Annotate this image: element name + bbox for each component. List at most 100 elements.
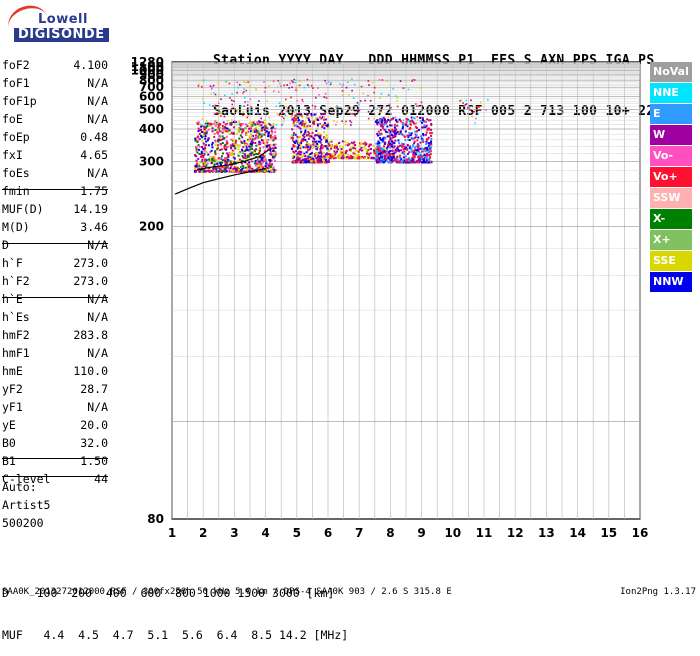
echo-point xyxy=(361,155,364,158)
echo-point xyxy=(237,86,239,89)
echo-point xyxy=(415,145,418,148)
echo-point xyxy=(260,124,263,127)
echo-point xyxy=(341,146,344,149)
echo-point xyxy=(198,165,201,168)
echo-point xyxy=(258,170,261,173)
echo-point xyxy=(245,89,248,92)
echo-point xyxy=(286,84,288,86)
echo-point xyxy=(315,134,318,137)
x-tick-label: 6 xyxy=(324,526,332,540)
echo-point xyxy=(381,148,384,151)
echo-point xyxy=(350,150,353,153)
echo-point xyxy=(401,127,404,130)
echo-point xyxy=(230,132,233,135)
echo-point xyxy=(265,162,268,165)
echo-point xyxy=(364,141,367,144)
echo-point xyxy=(387,141,390,144)
echo-point xyxy=(225,139,228,142)
echo-point xyxy=(242,110,245,113)
echo-point xyxy=(232,167,235,170)
echo-point xyxy=(314,145,317,148)
echo-point xyxy=(240,148,243,151)
echo-point xyxy=(325,82,328,85)
echo-point xyxy=(423,148,426,151)
echo-point xyxy=(240,162,243,165)
echo-point xyxy=(258,141,261,144)
echo-point xyxy=(216,128,219,131)
legend-item: X- xyxy=(650,209,692,229)
echo-point xyxy=(418,145,421,148)
echo-point xyxy=(203,144,206,147)
echo-point xyxy=(218,168,221,171)
echo-point xyxy=(327,161,330,164)
echo-point xyxy=(261,128,264,131)
echo-point xyxy=(197,157,200,160)
echo-point xyxy=(369,147,372,150)
echo-point xyxy=(303,123,306,126)
echo-point xyxy=(203,149,206,152)
echo-point xyxy=(267,164,270,167)
echo-point xyxy=(361,149,364,152)
echo-point xyxy=(332,157,335,160)
echo-point xyxy=(256,111,259,114)
echo-point xyxy=(268,166,271,169)
echo-point xyxy=(271,153,274,156)
echo-point xyxy=(412,156,415,159)
echo-point xyxy=(272,167,275,170)
echo-point xyxy=(197,167,200,170)
echo-point xyxy=(412,153,415,156)
echo-point xyxy=(206,139,209,142)
echo-point xyxy=(474,122,476,124)
echo-point xyxy=(416,143,419,146)
echo-point xyxy=(316,153,319,156)
echo-point xyxy=(203,79,205,82)
echo-point xyxy=(396,159,399,162)
param-row: yE 20.0 xyxy=(2,416,108,434)
param-name: hmF2 xyxy=(2,328,30,342)
echo-point xyxy=(215,168,218,171)
echo-point xyxy=(359,100,362,102)
separator xyxy=(2,297,108,298)
echo-point xyxy=(257,113,259,115)
echo-point xyxy=(390,124,393,127)
echo-point xyxy=(291,80,293,82)
echo-point xyxy=(378,118,381,121)
echo-point xyxy=(227,158,230,161)
echo-point xyxy=(297,115,300,118)
echo-point xyxy=(404,155,407,158)
echo-point xyxy=(221,135,224,138)
echo-point xyxy=(262,139,265,142)
param-name: h`F2 xyxy=(2,274,30,288)
echo-point xyxy=(368,143,371,146)
echo-point xyxy=(304,129,307,132)
echo-point xyxy=(254,164,257,167)
echo-point xyxy=(335,106,337,108)
echo-point xyxy=(194,139,197,142)
echo-point xyxy=(419,135,422,138)
echo-point xyxy=(357,150,360,153)
echo-point xyxy=(394,134,397,137)
echo-point xyxy=(393,130,396,133)
echo-point xyxy=(203,133,206,136)
echo-point xyxy=(272,143,275,146)
echo-point xyxy=(324,93,327,95)
param-name: B1 xyxy=(2,454,16,468)
echo-point xyxy=(430,138,433,141)
echo-point xyxy=(327,81,330,83)
echo-point xyxy=(388,103,391,106)
echo-point xyxy=(266,141,269,144)
echo-point xyxy=(222,169,225,172)
echo-point xyxy=(348,156,351,159)
param-name: fmin xyxy=(2,184,30,198)
echo-point xyxy=(237,148,240,151)
echo-point xyxy=(225,162,228,165)
echo-point xyxy=(312,143,315,146)
echo-point xyxy=(248,144,251,147)
echo-point xyxy=(293,78,296,81)
echo-point xyxy=(302,139,305,142)
echo-point xyxy=(255,168,258,171)
echo-point xyxy=(353,83,356,86)
lowell-digisonde-logo: Lowell DIGISONDE xyxy=(3,0,126,45)
echo-point xyxy=(253,123,256,126)
echo-point xyxy=(256,160,259,163)
